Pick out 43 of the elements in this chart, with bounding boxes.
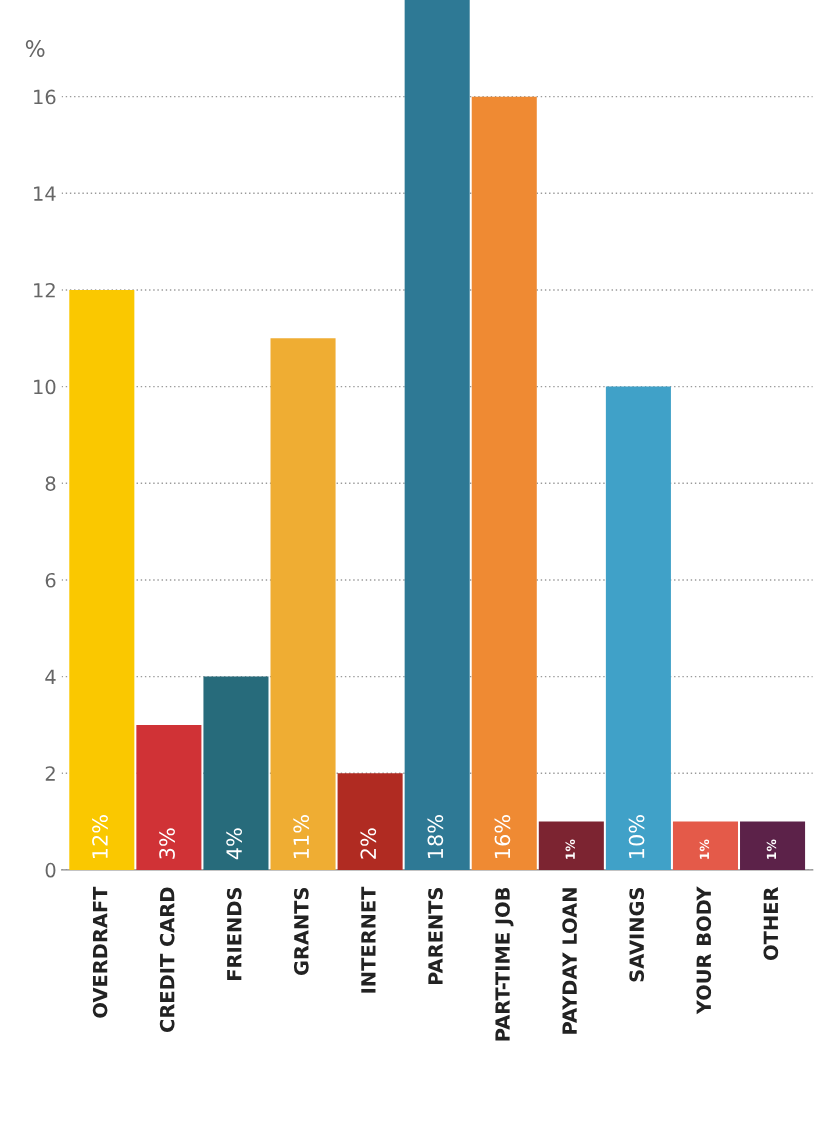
data-label: 11% — [293, 815, 310, 858]
x-tick-label: PARENTS — [428, 887, 443, 985]
data-label: 16% — [494, 815, 511, 858]
y-tick-label: 0 — [45, 862, 56, 878]
data-label: 2% — [360, 828, 377, 859]
bar — [69, 289, 135, 870]
x-tick-label: YOUR BODY — [696, 886, 712, 1015]
y-tick-label: 4 — [45, 669, 56, 684]
x-tick-label: OTHER — [763, 886, 779, 960]
x-tick-label: PAYDAY LOAN — [562, 888, 577, 1034]
y-tick-label: 6 — [45, 572, 56, 588]
data-label: 1% — [766, 839, 777, 859]
bar — [538, 821, 604, 870]
y-tick-label: 8 — [45, 476, 56, 491]
x-tick-label: OVERDRAFT — [92, 886, 108, 1018]
bar — [136, 724, 202, 870]
y-tick-label: 14 — [34, 186, 56, 201]
x-tick-label: SAVINGS — [629, 887, 645, 982]
data-label: 1% — [565, 839, 575, 859]
y-tick-label: 2 — [45, 766, 55, 781]
bar — [672, 821, 738, 870]
bar — [740, 821, 806, 870]
y-axis-title: % — [25, 40, 45, 57]
data-label: 4% — [226, 828, 243, 860]
x-tick-label: CREDIT CARD — [159, 887, 175, 1032]
bar — [203, 676, 269, 870]
x-tick-label: INTERNET — [361, 886, 376, 993]
x-tick-label: GRANTS — [293, 887, 309, 976]
y-tick-label: 16 — [34, 89, 56, 105]
bar — [337, 773, 403, 870]
y-tick-label: 10 — [34, 379, 56, 395]
bar — [605, 386, 671, 870]
y-tick-label: 12 — [34, 282, 55, 298]
data-label: 3% — [159, 828, 175, 859]
data-label: 10% — [628, 815, 645, 858]
bar — [270, 338, 336, 870]
data-label: 12% — [92, 815, 108, 858]
bar — [471, 96, 537, 870]
bar — [404, 0, 470, 870]
x-tick-label: FRIENDS — [226, 887, 242, 980]
x-tick-label: PART-TIME JOB — [495, 887, 514, 1041]
data-label: 18% — [427, 815, 444, 858]
data-label: 1% — [699, 839, 710, 859]
